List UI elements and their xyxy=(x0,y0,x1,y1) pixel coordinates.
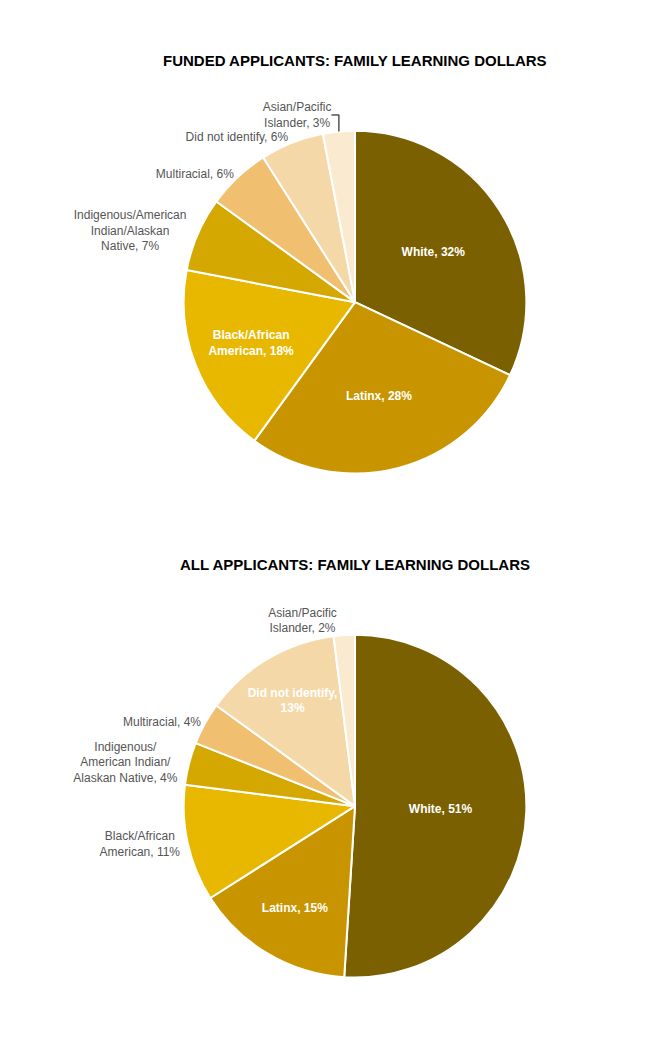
svg-text:Did not identify, 6%: Did not identify, 6% xyxy=(186,130,289,144)
svg-text:Black/AfricanAmerican, 11%: Black/AfricanAmerican, 11% xyxy=(100,829,181,859)
svg-text:White, 32%: White, 32% xyxy=(402,245,466,259)
svg-text:Black/AfricanAmerican, 18%: Black/AfricanAmerican, 18% xyxy=(208,328,294,358)
svg-text:White, 51%: White, 51% xyxy=(409,802,473,816)
svg-text:Latinx, 15%: Latinx, 15% xyxy=(262,901,328,915)
svg-text:Latinx, 28%: Latinx, 28% xyxy=(346,389,412,403)
svg-text:Indigenous/American Indian/Ala: Indigenous/American Indian/Alaskan Nativ… xyxy=(73,740,177,785)
svg-text:Multiracial, 6%: Multiracial, 6% xyxy=(156,167,234,181)
svg-text:Asian/PacificIslander, 2%: Asian/PacificIslander, 2% xyxy=(268,606,337,636)
svg-text:ALL APPLICANTS: FAMILY LEARNIN: ALL APPLICANTS: FAMILY LEARNING DOLLARS xyxy=(180,556,530,573)
svg-text:FUNDED APPLICANTS: FAMILY LEAR: FUNDED APPLICANTS: FAMILY LEARNING DOLLA… xyxy=(163,52,547,69)
svg-text:Did not identify,13%: Did not identify,13% xyxy=(248,686,338,716)
svg-text:Asian/PacificIslander, 3%: Asian/PacificIslander, 3% xyxy=(263,100,332,130)
svg-text:Multiracial, 4%: Multiracial, 4% xyxy=(123,715,201,729)
svg-text:Indigenous/AmericanIndian/Alas: Indigenous/AmericanIndian/AlaskanNative,… xyxy=(74,208,187,253)
